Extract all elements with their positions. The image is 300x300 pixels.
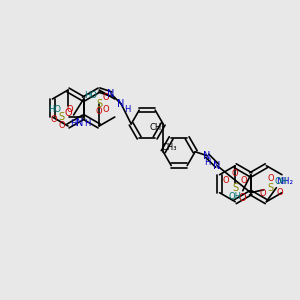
Text: H: H: [204, 158, 210, 167]
Text: O: O: [66, 106, 73, 115]
Text: H: H: [124, 106, 130, 115]
Text: S: S: [58, 112, 65, 122]
Text: O: O: [232, 169, 238, 178]
Text: O: O: [239, 193, 247, 203]
Text: HO: HO: [48, 104, 61, 113]
Text: O: O: [241, 176, 247, 185]
Text: CH₃: CH₃: [161, 143, 177, 152]
Text: OH: OH: [274, 177, 287, 186]
Text: O: O: [96, 107, 103, 116]
Text: N: N: [203, 151, 211, 161]
Text: N: N: [107, 89, 115, 99]
Text: O: O: [277, 188, 283, 197]
Text: NH₂: NH₂: [276, 177, 293, 186]
Text: S: S: [96, 99, 102, 109]
Text: HO: HO: [84, 92, 97, 100]
Text: S: S: [232, 183, 238, 193]
Text: O: O: [103, 106, 110, 115]
Text: O: O: [260, 189, 266, 198]
Text: O: O: [268, 174, 274, 183]
Text: N: N: [118, 99, 125, 109]
Text: N: N: [214, 161, 221, 171]
Text: CH₃: CH₃: [149, 123, 165, 132]
Text: O: O: [103, 94, 110, 103]
Text: O: O: [223, 176, 230, 185]
Text: O: O: [64, 108, 72, 118]
Text: O: O: [58, 122, 65, 130]
Text: N: N: [76, 118, 83, 128]
Text: S: S: [268, 183, 274, 193]
Text: H: H: [84, 118, 91, 127]
Text: O: O: [50, 115, 57, 124]
Text: OH: OH: [229, 192, 242, 201]
Text: H: H: [70, 118, 77, 127]
